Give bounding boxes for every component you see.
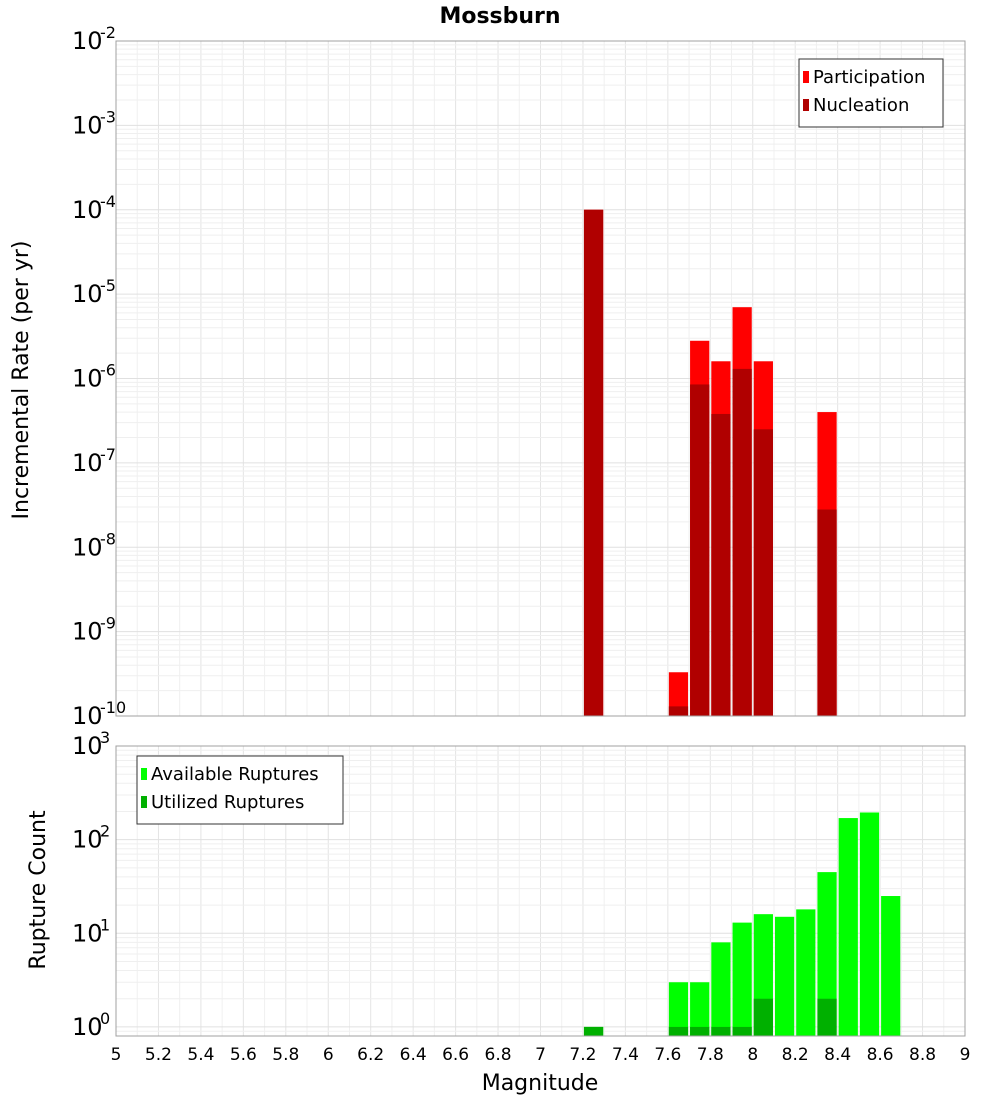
count-ytick-label: 10 [72, 732, 103, 760]
magnitude-xtick-label: 5.4 [187, 1045, 214, 1065]
magnitude-xtick-label: 8.4 [824, 1045, 851, 1065]
count-legend-swatch [141, 768, 147, 780]
count-legend-label: Available Ruptures [151, 764, 319, 785]
magnitude-xtick-label: 9 [960, 1045, 971, 1065]
rate-ytick-exponent: -9 [100, 614, 116, 633]
magnitude-xtick-label: 7.4 [612, 1045, 639, 1065]
magnitude-xtick-label: 5.6 [230, 1045, 257, 1065]
count-bar-utilized-ruptures [753, 998, 773, 1036]
rate-ytick-label: 10 [72, 27, 103, 55]
rate-ytick-label: 10 [72, 618, 103, 646]
count-legend-box [136, 755, 344, 825]
magnitude-x-ticks: 5 5.2 5.4 5.6 5.8 6 6.2 6.4 6.6 6.8 7 7.2 7.4 7.6 7.8 8… [111, 1045, 971, 1065]
rate-ytick-exponent: -10 [100, 698, 126, 717]
magnitude-xtick-label: 7.2 [569, 1045, 596, 1065]
rate-legend-label: Participation [813, 67, 925, 88]
rate-ytick-exponent: -6 [100, 361, 116, 380]
count-ytick-exponent: 1 [100, 915, 110, 934]
count-ytick-label: 10 [72, 919, 103, 947]
rate-ytick-exponent: -4 [100, 192, 116, 211]
count-bar-available-ruptures [711, 942, 731, 1036]
magnitude-xtick-label: 6.2 [357, 1045, 384, 1065]
magnitude-xtick-label: 7.8 [697, 1045, 724, 1065]
chart-title: Mossburn [439, 4, 560, 29]
count-bar-available-ruptures [796, 909, 816, 1036]
rate-legend-box [798, 58, 944, 128]
magnitude-xtick-label: 8 [747, 1045, 758, 1065]
rate-ytick-exponent: -3 [100, 107, 116, 126]
count-bar-available-ruptures [690, 982, 710, 1036]
magnitude-xtick-label: 8.6 [867, 1045, 894, 1065]
rate-bar-nucleation [732, 368, 752, 716]
count-legend: Available Ruptures Utilized Ruptures [136, 755, 344, 825]
magnitude-xtick-label: 5 [111, 1045, 122, 1065]
magnitude-xtick-label: 6.8 [485, 1045, 512, 1065]
magnitude-x-axis-label: Magnitude [482, 1071, 599, 1096]
rate-ytick-label: 10 [72, 111, 103, 139]
count-y-axis-label: Rupture Count [26, 810, 51, 970]
rate-ytick-label: 10 [72, 702, 103, 730]
rate-y-axis-label: Incremental Rate (per yr) [9, 241, 34, 520]
magnitude-xtick-label: 5.8 [272, 1045, 299, 1065]
magnitude-xtick-label: 6 [323, 1045, 334, 1065]
rate-bar-nucleation [817, 509, 837, 716]
rate-bar-nucleation [583, 209, 604, 716]
count-bars [583, 812, 901, 1036]
rate-bar-participation [668, 672, 689, 716]
count-plot-border [115, 745, 966, 1037]
rate-plot-border [115, 40, 966, 717]
count-bar-available-ruptures [774, 916, 795, 1036]
count-bar-utilized-ruptures [711, 1026, 731, 1036]
count-bar-available-ruptures [881, 896, 901, 1036]
count-ytick-exponent: 3 [100, 728, 110, 747]
count-bar-available-ruptures [859, 812, 880, 1036]
rate-ytick-exponent: -8 [100, 529, 116, 548]
rate-ytick-label: 10 [72, 533, 103, 561]
count-ytick-exponent: 0 [100, 1009, 110, 1028]
count-bar-utilized-ruptures [690, 1026, 710, 1036]
count-bar-utilized-ruptures [668, 1026, 689, 1036]
rate-ytick-exponent: -7 [100, 445, 116, 464]
rate-legend-label: Nucleation [813, 95, 909, 116]
count-ytick-exponent: 2 [100, 822, 110, 841]
count-bar-utilized-ruptures [732, 1026, 752, 1036]
count-bar-available-ruptures [732, 922, 752, 1036]
count-ytick-label: 10 [72, 826, 103, 854]
rate-ytick-label: 10 [72, 196, 103, 224]
rate-bar-nucleation [711, 413, 731, 716]
rate-ytick-exponent: -5 [100, 276, 116, 295]
count-bar-available-ruptures [838, 818, 858, 1036]
rate-legend-swatch [803, 71, 809, 83]
rate-bar-nucleation [690, 384, 710, 716]
magnitude-xtick-label: 5.2 [145, 1045, 172, 1065]
rate-bar-nucleation [753, 429, 773, 716]
rate-ytick-label: 10 [72, 365, 103, 393]
magnitude-xtick-label: 6.6 [442, 1045, 469, 1065]
rate-legend-swatch [803, 99, 809, 111]
magnitude-xtick-label: 8.8 [909, 1045, 936, 1065]
count-legend-swatch [141, 796, 147, 808]
count-legend-label: Utilized Ruptures [151, 792, 304, 813]
rate-ytick-label: 10 [72, 449, 103, 477]
count-bar-available-ruptures [668, 982, 689, 1036]
magnitude-xtick-label: 7 [535, 1045, 546, 1065]
magnitude-xtick-label: 7.6 [654, 1045, 681, 1065]
rate-bar-nucleation [668, 706, 689, 716]
count-bar-available-ruptures [817, 872, 837, 1036]
count-bar-utilized-ruptures [583, 1026, 604, 1036]
magnitude-xtick-label: 8.2 [782, 1045, 809, 1065]
rate-bars [583, 209, 837, 716]
count-bar-utilized-ruptures [817, 998, 837, 1036]
count-ytick-label: 10 [72, 1013, 103, 1041]
magnitude-xtick-label: 6.4 [400, 1045, 427, 1065]
rate-ytick-label: 10 [72, 280, 103, 308]
rate-grid [115, 41, 966, 717]
rate-ytick-exponent: -2 [100, 23, 116, 42]
rate-legend: Participation Nucleation [798, 58, 944, 128]
